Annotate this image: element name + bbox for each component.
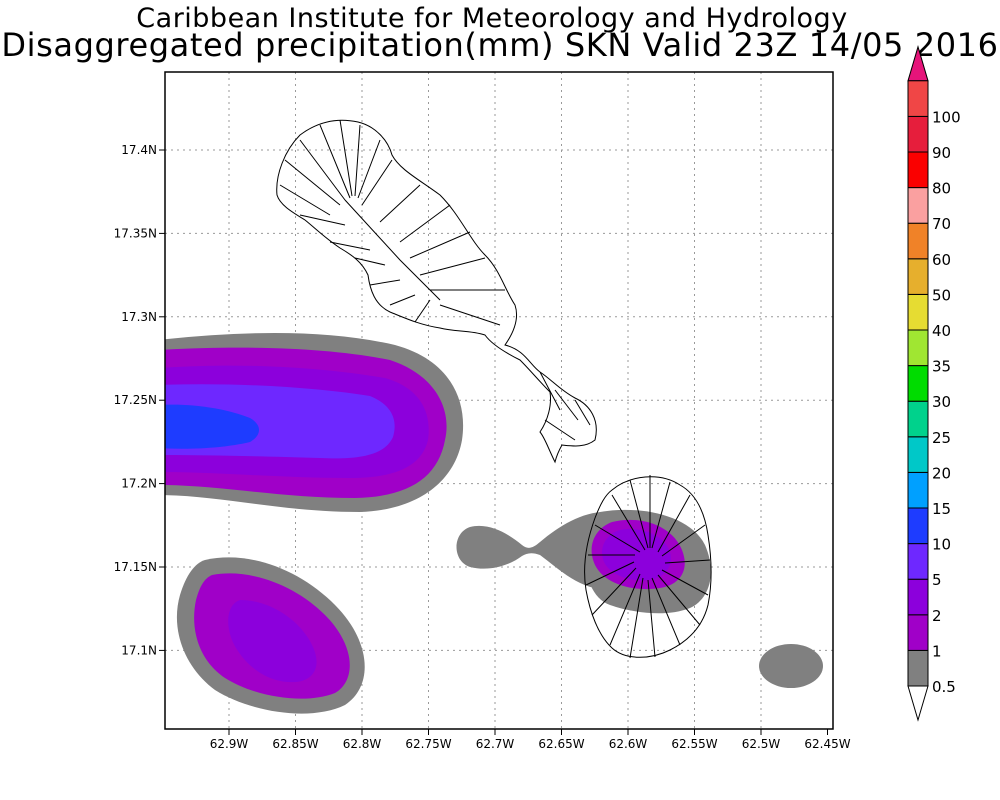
- colorbar-label: 0.5: [932, 678, 956, 696]
- y-tick-label: 17.15N: [114, 560, 157, 574]
- colorbar-label: 90: [932, 144, 951, 162]
- x-tick-label: 62.65W: [538, 737, 584, 751]
- colorbar-swatch: [907, 436, 929, 473]
- x-tick-label: 62.45W: [804, 737, 850, 751]
- colorbar-label: 50: [932, 286, 951, 304]
- colorbar-label: 10: [932, 536, 951, 554]
- y-tick-label: 17.2N: [121, 477, 157, 491]
- y-tick-label: 17.3N: [121, 310, 157, 324]
- nevis-island: [584, 475, 712, 659]
- colorbar-label: 15: [932, 500, 951, 518]
- colorbar-swatch: [907, 151, 929, 189]
- x-tick-label: 62.55W: [671, 737, 717, 751]
- y-tick-label: 17.4N: [121, 143, 157, 157]
- y-tick-label: 17.35N: [114, 226, 157, 240]
- colorbar-label: 60: [932, 251, 951, 269]
- colorbar-swatch: [907, 258, 929, 295]
- y-axis: 17.4N 17.35N 17.3N 17.25N 17.2N 17.15N 17.1N: [114, 143, 165, 657]
- x-tick-label: 62.7W: [476, 737, 515, 751]
- map-title: Disaggregated precipitation(mm) SKN Vali…: [1, 26, 999, 64]
- colorbar-label: 35: [932, 358, 951, 376]
- colorbar-swatch: [907, 80, 929, 117]
- y-tick-label: 17.1N: [121, 643, 157, 657]
- x-tick-label: 62.5W: [742, 737, 781, 751]
- colorbar-swatch: [907, 293, 929, 331]
- x-axis: 62.9W 62.85W 62.8W 62.75W 62.7W 62.65W 62.6W 62…: [210, 729, 851, 751]
- precipitation-contours: [165, 333, 823, 714]
- colorbar-bottom-arrow: [907, 685, 929, 722]
- colorbar-swatch: [907, 115, 929, 153]
- x-tick-label: 62.8W: [343, 737, 382, 751]
- colorbar-swatch: [907, 543, 929, 580]
- colorbar-swatch: [907, 649, 929, 687]
- colorbar-label: 25: [932, 429, 951, 447]
- colorbar-swatch: [907, 614, 929, 651]
- colorbar-label: 40: [932, 322, 951, 340]
- colorbar-label: 100: [932, 108, 961, 126]
- st-kitts-island: [276, 119, 597, 464]
- colorbar-swatch: [907, 222, 929, 260]
- colorbar-label: 2: [932, 607, 942, 625]
- colorbar-swatch: [907, 365, 929, 402]
- precip-0.5-east: [759, 644, 823, 688]
- x-tick-label: 62.75W: [405, 737, 451, 751]
- colorbar-swatch: [907, 187, 929, 224]
- colorbar-label: 20: [932, 464, 951, 482]
- x-tick-label: 62.6W: [609, 737, 648, 751]
- precip-0.5-channel: [456, 511, 610, 590]
- colorbar-swatch: [907, 329, 929, 367]
- x-tick-label: 62.85W: [272, 737, 318, 751]
- colorbar-swatch: [907, 507, 929, 545]
- colorbar-label: 30: [932, 393, 951, 411]
- colorbar-label: 5: [932, 571, 942, 589]
- x-tick-label: 62.9W: [210, 737, 249, 751]
- precip-2-southwest: [228, 600, 317, 683]
- colorbar-swatch: [907, 471, 929, 509]
- y-tick-label: 17.25N: [114, 393, 157, 407]
- colorbar-label: 1: [932, 642, 942, 660]
- colorbar-swatch: [907, 400, 929, 438]
- precip-10-west: [165, 404, 259, 449]
- institute-title: Caribbean Institute for Meteorology and …: [136, 3, 848, 34]
- colorbar-top-arrow: [907, 45, 929, 82]
- colorbar-swatch: [907, 578, 929, 616]
- colorbar-label: 80: [932, 180, 951, 198]
- colorbar-label: 70: [932, 215, 951, 233]
